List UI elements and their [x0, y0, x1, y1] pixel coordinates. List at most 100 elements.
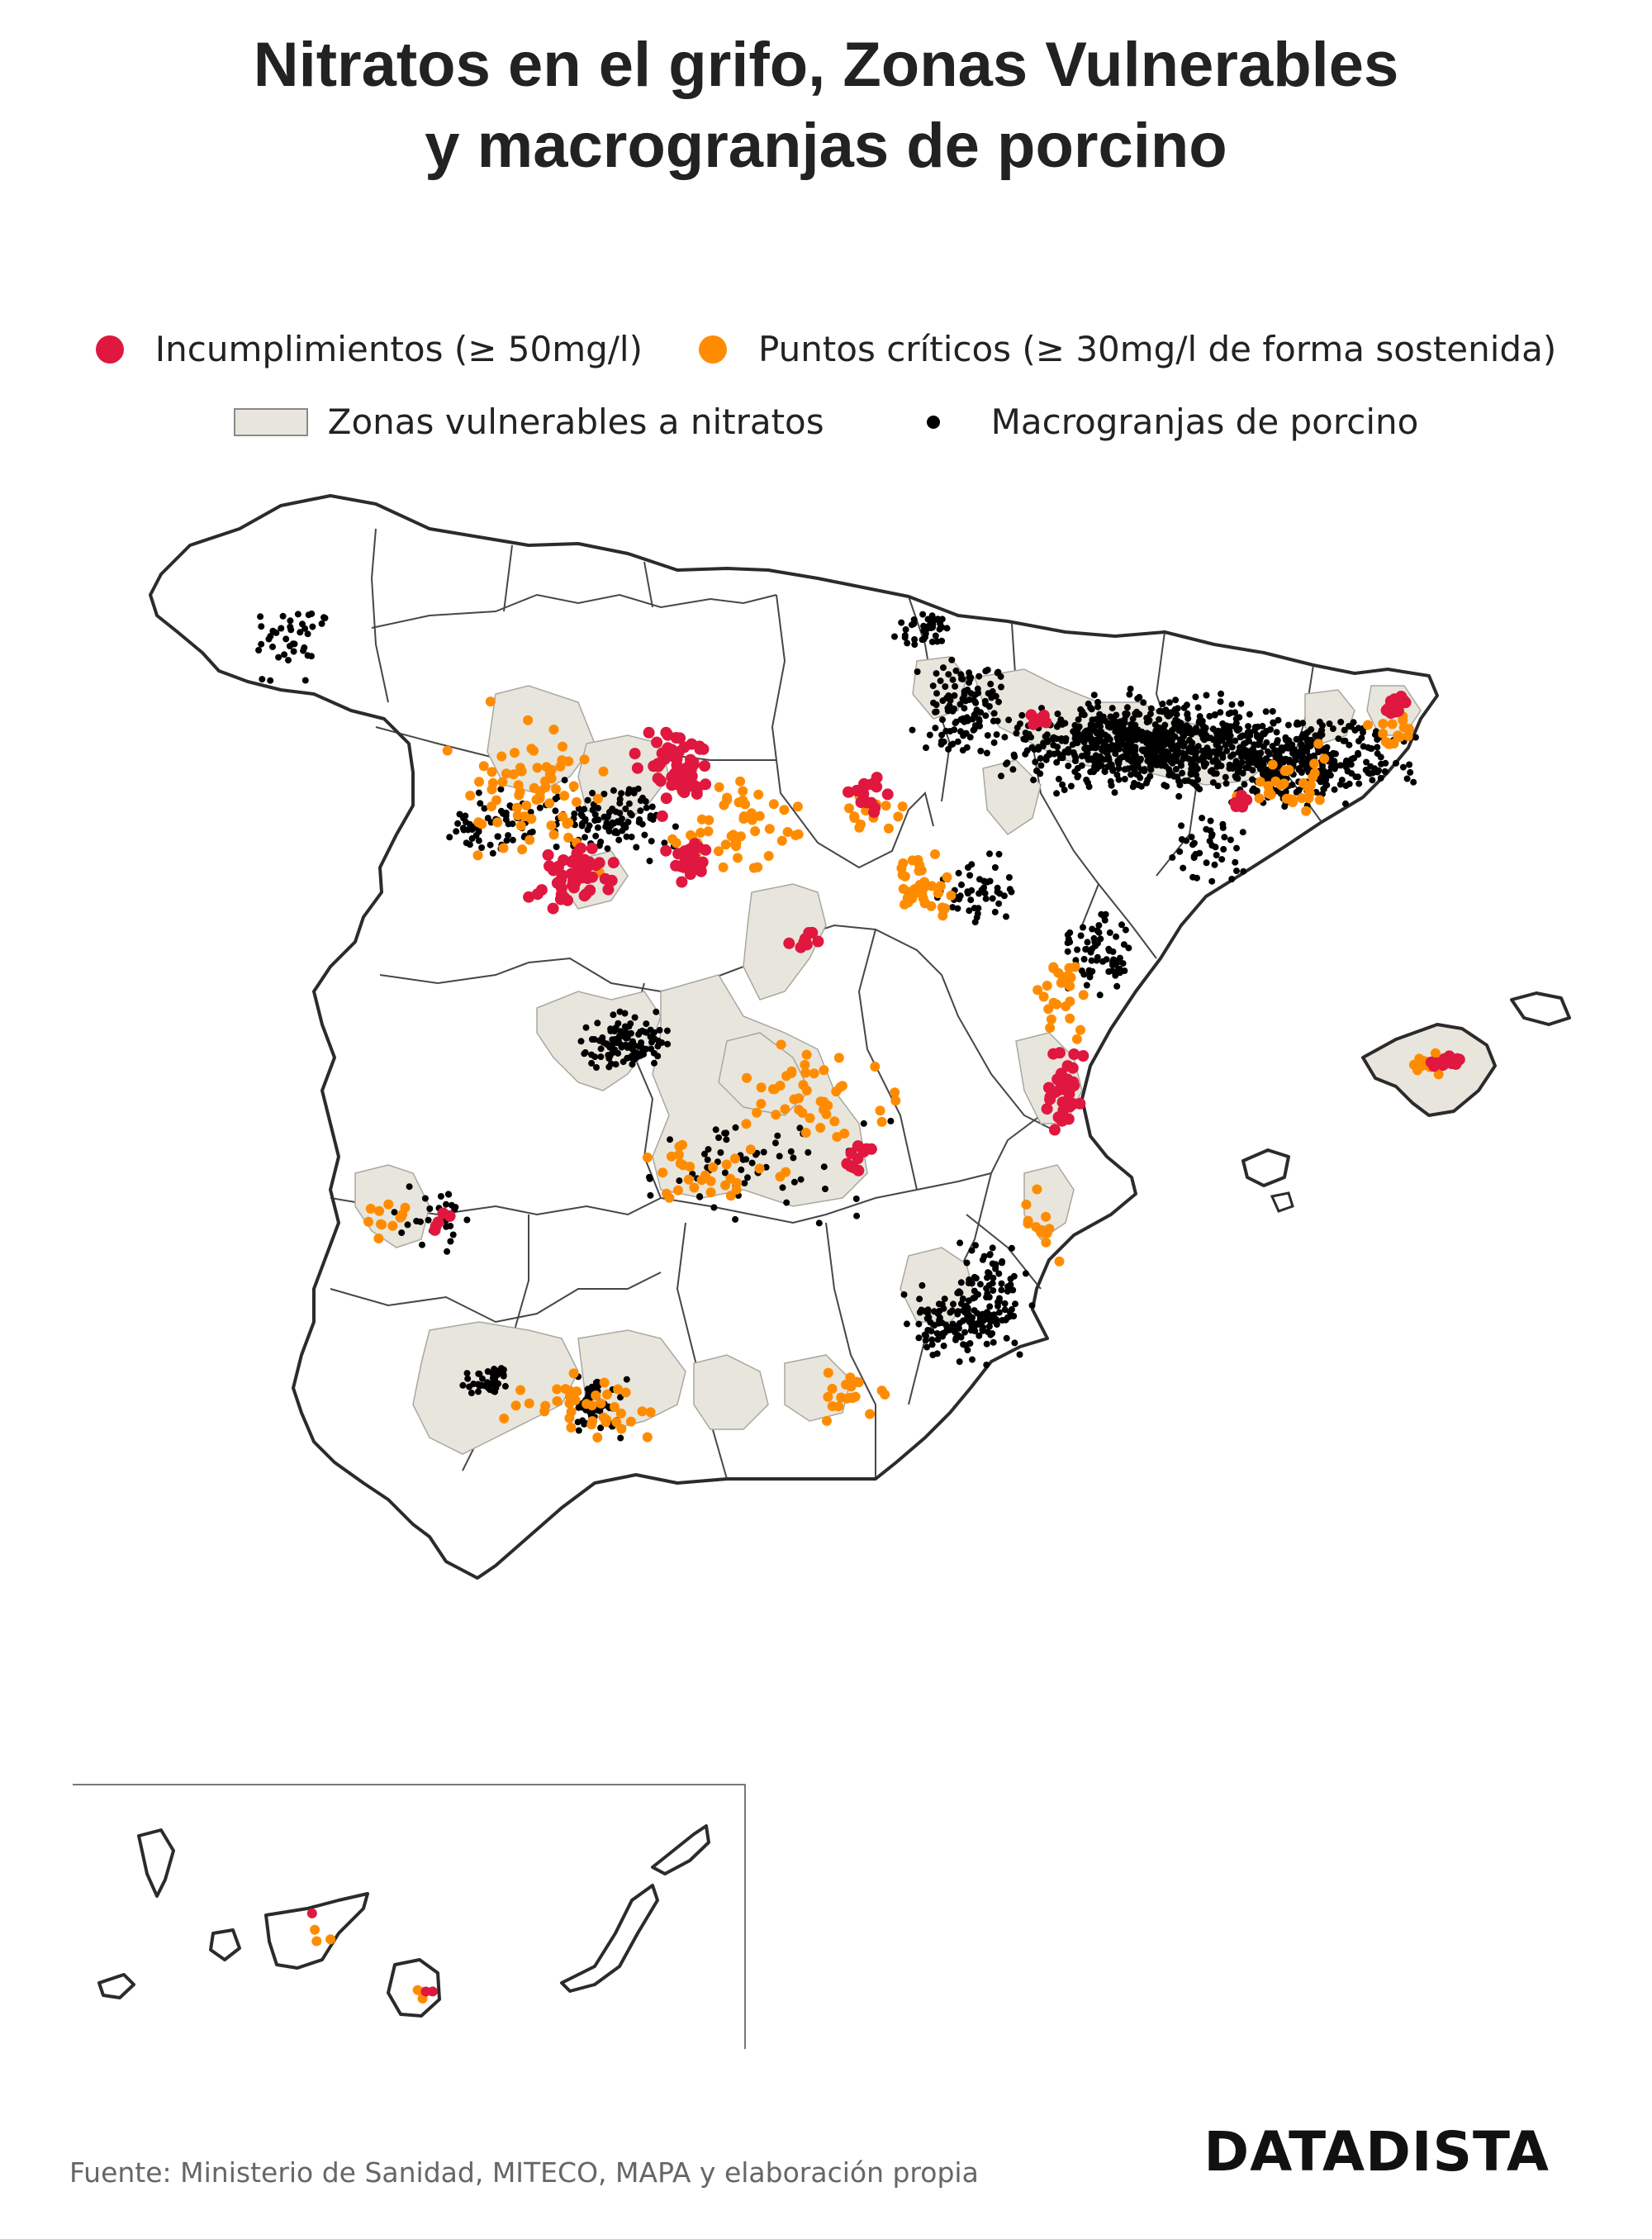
- punto-critico-marker: [779, 805, 790, 815]
- legend-label-macrogranjas: Macrogranjas de porcino: [990, 402, 1419, 442]
- macrogranja-marker: [621, 1010, 629, 1017]
- macrogranja-marker: [1201, 763, 1208, 770]
- macrogranja-marker: [1207, 817, 1214, 825]
- macrogranja-marker: [1003, 913, 1009, 920]
- macrogranja-marker: [805, 1148, 812, 1156]
- macrogranja-marker: [1201, 736, 1208, 744]
- macrogranja-marker: [1270, 719, 1277, 726]
- macrogranja-marker: [604, 814, 610, 821]
- punto-critico-marker: [1433, 1069, 1444, 1080]
- macrogranja-marker: [916, 1295, 923, 1303]
- macrogranja-marker: [1369, 777, 1376, 784]
- canary-inset: [73, 1784, 746, 2049]
- macrogranja-marker: [976, 890, 983, 897]
- macrogranja-marker: [1151, 748, 1158, 755]
- punto-critico-marker: [907, 893, 918, 904]
- punto-critico-marker: [1051, 999, 1062, 1010]
- macrogranja-marker: [589, 806, 596, 814]
- macrogranja-marker: [945, 745, 952, 753]
- macrogranja-marker: [489, 849, 496, 857]
- macrogranja-marker: [575, 1427, 582, 1434]
- macrogranja-marker: [985, 1323, 993, 1330]
- macrogranja-marker: [1106, 736, 1113, 743]
- macrogranja-marker: [939, 716, 946, 724]
- macrogranja-marker: [655, 1037, 662, 1044]
- macrogranja-marker: [1115, 765, 1123, 772]
- punto-critico-marker: [587, 1416, 598, 1426]
- title-line-1: Nitratos en el grifo, Zonas Vulnerables: [253, 30, 1399, 100]
- macrogranja-marker: [919, 1281, 926, 1289]
- incumplimiento-marker: [629, 748, 641, 760]
- macrogranja-marker: [255, 647, 263, 654]
- punto-critico-marker: [551, 784, 562, 795]
- punto-critico-marker: [511, 802, 522, 813]
- macrogranja-marker: [1238, 733, 1246, 739]
- punto-critico-marker: [1430, 1048, 1441, 1058]
- macrogranja-marker: [454, 820, 462, 827]
- macrogranja-marker: [701, 1150, 708, 1158]
- macrogranja-marker: [309, 623, 316, 630]
- macrogranja-marker: [998, 683, 1004, 691]
- macrogranja-marker: [1213, 751, 1221, 758]
- macrogranja-marker: [986, 850, 993, 858]
- punto-critico-marker: [599, 1377, 610, 1388]
- macrogranja-marker: [932, 632, 939, 639]
- macrogranja-marker: [1077, 932, 1085, 939]
- macrogranja-marker: [1253, 787, 1260, 795]
- macrogranja-marker: [1001, 1306, 1009, 1314]
- macrogranja-marker: [1158, 746, 1165, 753]
- punto-critico-marker: [563, 832, 574, 843]
- punto-critico-marker: [1032, 1184, 1042, 1195]
- macrogranja-marker: [468, 1390, 475, 1396]
- punto-critico-marker: [510, 1400, 521, 1411]
- macrogranja-marker: [1075, 715, 1082, 723]
- macrogranja-marker: [1176, 719, 1184, 726]
- punto-critico-marker: [793, 829, 804, 839]
- incumplimiento-marker: [1384, 701, 1397, 713]
- macrogranja-marker: [1127, 758, 1135, 765]
- punto-critico-marker: [611, 1417, 622, 1428]
- punto-critico-marker: [572, 796, 582, 807]
- punto-critico-marker: [1032, 985, 1043, 996]
- macrogranja-marker: [970, 1295, 977, 1302]
- punto-critico-marker: [718, 862, 729, 872]
- macrogranja-marker: [1218, 690, 1225, 697]
- macrogranja-marker: [1290, 745, 1298, 753]
- macrogranja-marker: [1189, 759, 1196, 767]
- macrogranja-marker: [990, 739, 998, 746]
- macrogranja-marker: [915, 1320, 923, 1328]
- incumplimiento-marker: [694, 743, 706, 755]
- macrogranja-marker: [421, 1195, 429, 1202]
- macrogranja-marker: [923, 744, 929, 751]
- macrogranja-marker: [1113, 933, 1120, 940]
- punto-critico-marker: [642, 1432, 653, 1443]
- macrogranja-marker: [1304, 738, 1311, 745]
- macrogranja-marker: [1084, 939, 1091, 946]
- punto-critico-marker: [781, 1071, 791, 1081]
- macrogranja-marker: [650, 1049, 657, 1057]
- punto-critico-marker: [720, 839, 731, 850]
- macrogranja-marker: [1284, 721, 1292, 729]
- macrogranja-marker: [929, 1352, 937, 1358]
- incumplimiento-marker: [420, 1986, 431, 1997]
- punto-critico-marker: [738, 786, 748, 796]
- macrogranja-marker: [1282, 788, 1289, 796]
- punto-critico-marker: [1394, 732, 1405, 743]
- punto-critico-marker: [1054, 1256, 1065, 1267]
- macrogranja-marker: [1140, 699, 1147, 706]
- macrogranja-marker: [949, 740, 957, 748]
- macrogranja-marker: [1319, 762, 1327, 769]
- macrogranja-marker: [1008, 1244, 1015, 1252]
- macrogranja-marker: [447, 1238, 454, 1245]
- macrogranja-marker: [1064, 931, 1071, 939]
- macrogranja-marker: [459, 1381, 467, 1389]
- macrogranja-marker: [1101, 768, 1108, 775]
- macrogranja-marker: [611, 1047, 618, 1054]
- macrogranja-marker: [1099, 958, 1107, 965]
- macrogranja-marker: [1246, 732, 1254, 739]
- macrogranja-marker: [466, 820, 473, 828]
- macrogranja-marker: [624, 819, 632, 825]
- macrogranja-marker: [1227, 836, 1234, 844]
- macrogranja-marker: [1007, 1313, 1014, 1320]
